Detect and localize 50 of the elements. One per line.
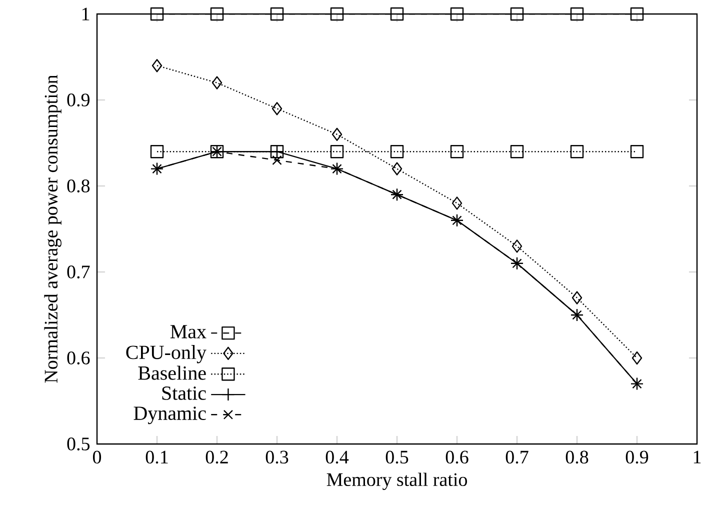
y-tick-label: 0.6 [67, 352, 90, 364]
point [450, 144, 464, 158]
y-tick-label: 1 [82, 8, 90, 20]
legend-label: CPU-only [126, 345, 206, 364]
point [272, 102, 282, 116]
point [152, 58, 162, 72]
point [510, 144, 524, 158]
legend-label: Dynamic [134, 406, 206, 424]
legend-label: Max [170, 325, 206, 338]
y-tick-label: 0.5 [67, 438, 90, 450]
y-axis-title: Normalized average power consumption [44, 74, 62, 383]
legend-label: Static [162, 386, 206, 400]
y-tick-label: 0.7 [67, 266, 90, 278]
point [210, 7, 224, 21]
point [270, 7, 284, 21]
x-tick-label: 0.2 [206, 450, 228, 464]
point [212, 76, 222, 90]
point [392, 162, 402, 176]
legend-label: Baseline [138, 366, 206, 380]
x-axis-title: Memory stall ratio [326, 472, 467, 490]
point [512, 240, 522, 253]
point [450, 7, 464, 21]
x-tick-label: 0.8 [566, 450, 588, 464]
point [630, 144, 644, 158]
y-tick-label: 0.9 [67, 94, 90, 106]
point [572, 291, 582, 304]
point [630, 7, 644, 21]
point [330, 7, 344, 21]
x-tick-label: 0.6 [446, 450, 468, 464]
point [150, 7, 164, 21]
point [632, 351, 642, 365]
y-tick-label: 0.8 [67, 180, 90, 192]
x-tick-label: 0.3 [266, 450, 288, 464]
x-tick-label: 0.1 [146, 450, 168, 464]
x-tick-label: 0.4 [326, 450, 349, 464]
point [390, 144, 404, 158]
x-tick-label: 0.9 [626, 450, 648, 464]
point [330, 144, 344, 158]
point [332, 128, 342, 141]
x-tick-label: 0 [92, 450, 102, 464]
point [150, 144, 164, 158]
point [272, 155, 282, 166]
x-tick-label: 0.5 [386, 450, 408, 464]
point [390, 7, 404, 21]
point [570, 7, 584, 21]
point [570, 144, 584, 158]
point [452, 196, 462, 210]
point [510, 7, 524, 21]
x-tick-label: 0.7 [506, 450, 528, 464]
x-tick-label: 1 [694, 450, 701, 464]
